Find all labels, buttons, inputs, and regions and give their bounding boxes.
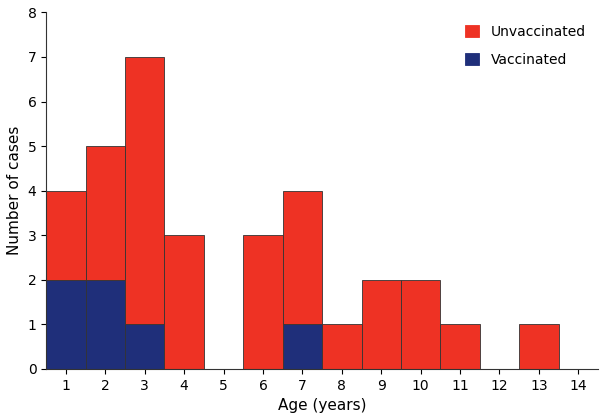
Y-axis label: Number of cases: Number of cases	[7, 126, 22, 255]
Bar	[125, 57, 165, 324]
Bar	[283, 191, 322, 324]
Bar	[283, 324, 322, 369]
Bar	[243, 235, 283, 369]
Bar	[165, 235, 204, 369]
Bar	[85, 146, 125, 280]
Bar	[519, 324, 558, 369]
Bar	[401, 280, 440, 369]
Bar	[46, 191, 85, 280]
Bar	[322, 324, 362, 369]
X-axis label: Age (years): Age (years)	[278, 398, 366, 413]
Bar	[85, 280, 125, 369]
Bar	[362, 280, 401, 369]
Bar	[440, 324, 480, 369]
Bar	[46, 280, 85, 369]
Legend: Unvaccinated, Vaccinated: Unvaccinated, Vaccinated	[460, 19, 591, 72]
Bar	[125, 324, 165, 369]
